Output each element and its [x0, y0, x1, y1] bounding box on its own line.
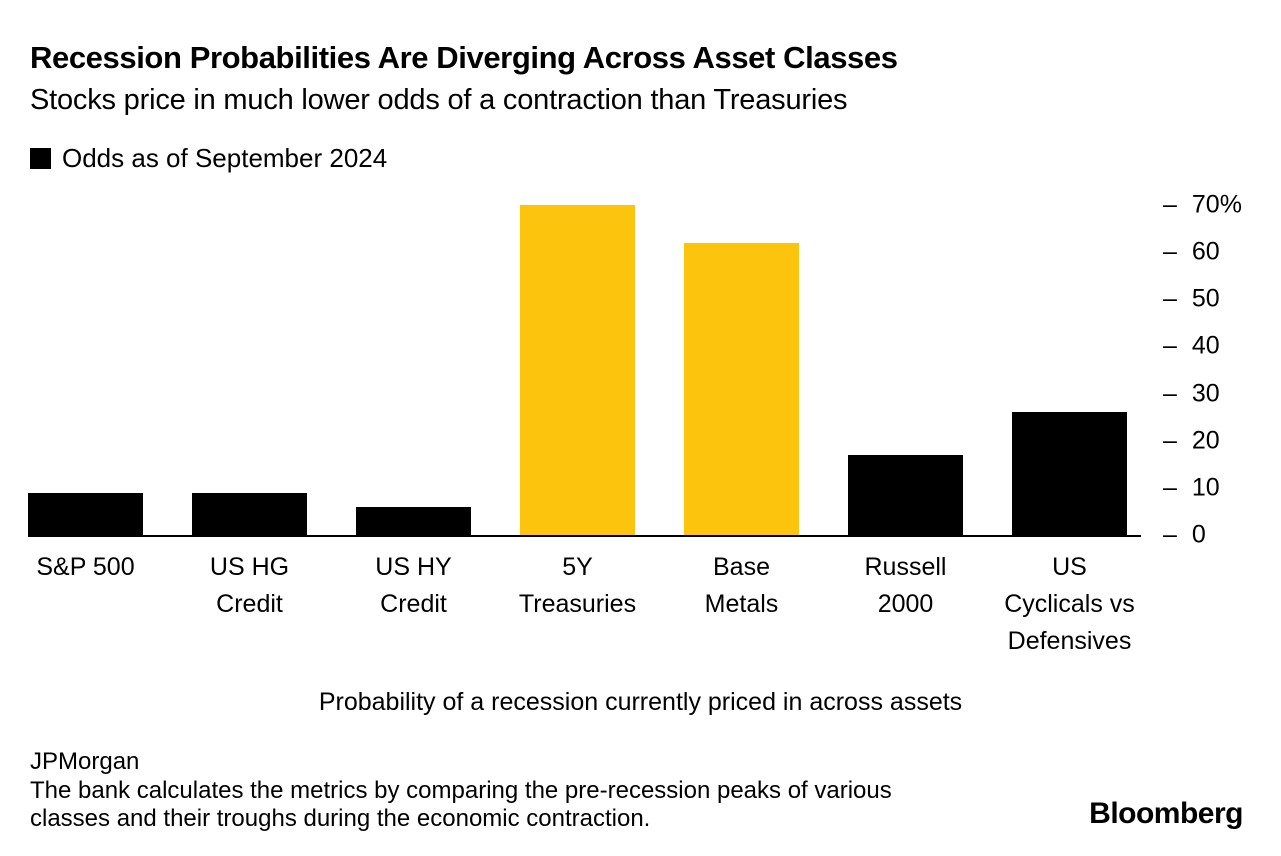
- footnote-line-1: The bank calculates the metrics by compa…: [30, 777, 892, 804]
- page-subtitle: Stocks price in much lower odds of a con…: [30, 84, 848, 116]
- x-label-line: S&P 500: [36, 553, 135, 581]
- x-label-line: Cyclicals vs: [1004, 590, 1135, 618]
- source-label: JPMorgan: [30, 748, 140, 775]
- tick-mark-icon: –: [1163, 190, 1177, 219]
- y-tick-60: –60: [1163, 238, 1220, 267]
- x-label-base-metals: Base Metals: [617, 549, 867, 623]
- tick-mark-icon: –: [1163, 284, 1177, 313]
- x-label-line: Russell: [864, 553, 947, 581]
- y-tick-label: 20: [1191, 426, 1220, 455]
- y-tick-label: 0: [1191, 520, 1206, 549]
- x-label-line: 5Y: [562, 553, 593, 581]
- y-tick-label: 40: [1191, 331, 1220, 360]
- footnote-line-2: classes and their troughs during the eco…: [30, 805, 651, 832]
- bar-us-hy-credit: [356, 507, 471, 535]
- x-label-line: Treasuries: [518, 590, 637, 618]
- x-label-line: US HY: [375, 553, 452, 581]
- y-tick-label: 70%: [1191, 190, 1242, 219]
- y-tick-0: –0: [1163, 521, 1206, 550]
- y-tick-20: –20: [1163, 426, 1220, 455]
- bar-us-cyclicals-vs-defensives: [1012, 412, 1127, 535]
- tick-mark-icon: –: [1163, 379, 1177, 408]
- tick-mark-icon: –: [1163, 473, 1177, 502]
- tick-mark-icon: –: [1163, 331, 1177, 360]
- x-label-us-cyclicals-vs-defensives: US Cyclicals vs Defensives: [945, 549, 1195, 660]
- legend-label: Odds as of September 2024: [62, 143, 388, 173]
- x-label-line: US HG: [209, 553, 290, 581]
- x-label-line: 2000: [877, 590, 934, 618]
- y-tick-label: 50: [1191, 284, 1220, 313]
- x-label-line: Credit: [216, 590, 283, 618]
- x-label-line: Defensives: [1007, 627, 1132, 655]
- x-label-s-p-500: S&P 500: [0, 549, 211, 586]
- bar-s-p-500: [28, 493, 143, 535]
- x-label-russell-2000: Russell 2000: [781, 549, 1031, 623]
- y-tick-label: 10: [1191, 473, 1220, 502]
- y-tick-10: –10: [1163, 473, 1220, 502]
- x-label-us-hg-credit: US HG Credit: [125, 549, 375, 623]
- bar-russell-2000: [848, 455, 963, 535]
- y-tick-label: 30: [1191, 379, 1220, 408]
- bloomberg-logo: Bloomberg: [1089, 797, 1243, 830]
- x-label-us-hy-credit: US HY Credit: [289, 549, 539, 623]
- x-label-line: Credit: [380, 590, 447, 618]
- y-tick-70: –70%: [1163, 191, 1242, 220]
- page-title: Recession Probabilities Are Diverging Ac…: [30, 40, 898, 75]
- x-label-line: Base: [713, 553, 770, 581]
- y-tick-30: –30: [1163, 379, 1220, 408]
- tick-mark-icon: –: [1163, 520, 1177, 549]
- y-tick-label: 60: [1191, 237, 1220, 266]
- y-tick-40: –40: [1163, 332, 1220, 361]
- x-label-line: US: [1052, 553, 1087, 581]
- bar-chart-plot-area: [28, 205, 1141, 537]
- x-label-line: Metals: [704, 590, 779, 618]
- x-label-5y-treasuries: 5Y Treasuries: [453, 549, 703, 623]
- legend: Odds as of September 2024: [30, 143, 387, 174]
- tick-mark-icon: –: [1163, 237, 1177, 266]
- y-tick-50: –50: [1163, 285, 1220, 314]
- x-axis-caption: Probability of a recession currently pri…: [318, 688, 963, 716]
- bar-us-hg-credit: [192, 493, 307, 535]
- tick-mark-icon: –: [1163, 426, 1177, 455]
- bar-base-metals: [684, 243, 799, 535]
- bar-5y-treasuries: [520, 205, 635, 535]
- legend-swatch-icon: [30, 148, 51, 169]
